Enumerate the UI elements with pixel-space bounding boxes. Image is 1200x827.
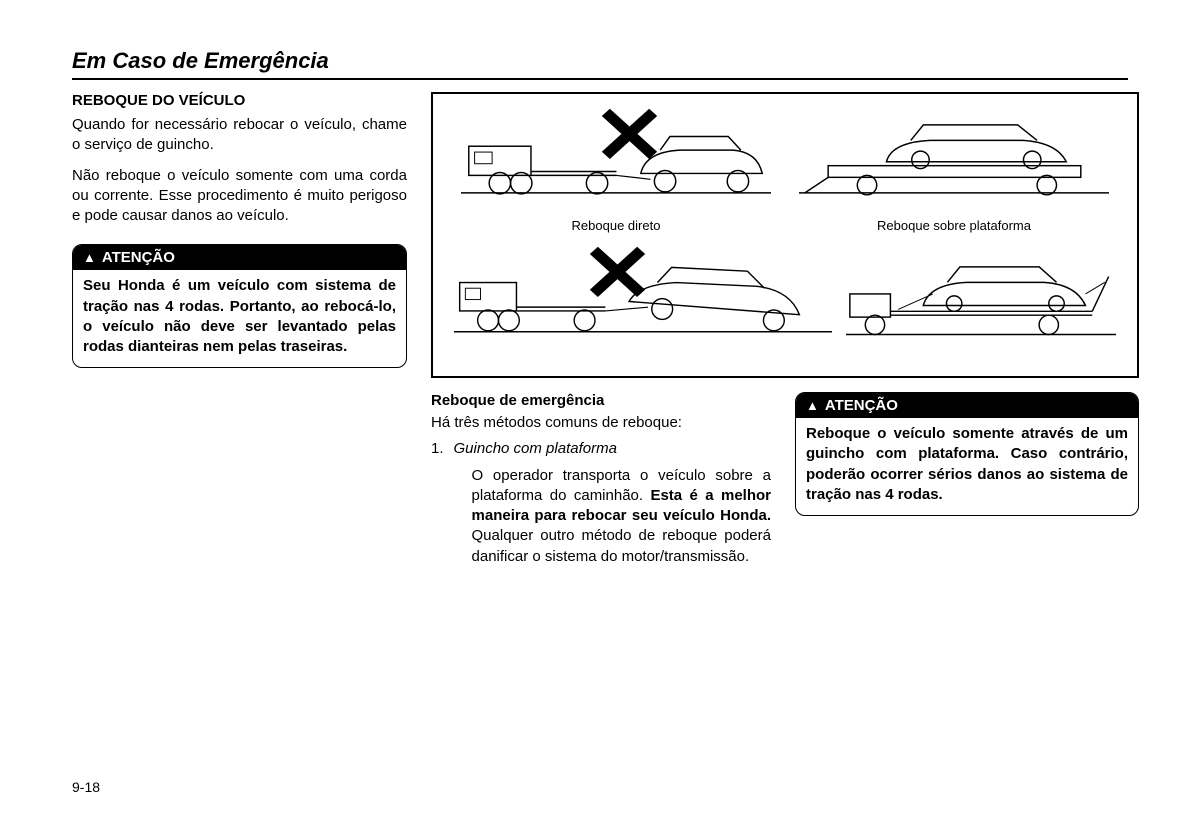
towing-figure: ✕ bbox=[431, 92, 1139, 378]
tow-direct-illustration: ✕ bbox=[461, 102, 772, 212]
left-p2: Não reboque o veículo somente com uma co… bbox=[72, 166, 407, 227]
list-body: Guincho com plataforma O operador transp… bbox=[454, 439, 771, 567]
figure-row-2: ✕ bbox=[447, 235, 1123, 353]
warning-triangle-icon: ▲ bbox=[806, 399, 819, 412]
right-column: ▲ ATENÇÃO Reboque o veículo somente atra… bbox=[795, 392, 1139, 567]
mid-heading: Reboque de emergência bbox=[431, 392, 771, 409]
warning-header-left: ▲ ATENÇÃO bbox=[73, 245, 406, 270]
list-item-1: 1. Guincho com plataforma O operador tra… bbox=[431, 439, 771, 567]
figure-row-1: ✕ bbox=[447, 102, 1123, 212]
figure-labels: Reboque direto Reboque sobre plataforma bbox=[447, 218, 1123, 233]
page-title: Em Caso de Emergência bbox=[72, 48, 1128, 80]
warning-body-left: Seu Honda é um veículo com sistema de tr… bbox=[73, 270, 406, 367]
left-heading: REBOQUE DO VEÍCULO bbox=[72, 92, 407, 109]
page-number: 9-18 bbox=[72, 779, 100, 795]
tow-platform-truck-illustration bbox=[846, 236, 1116, 353]
list-item-title: Guincho com plataforma bbox=[454, 440, 617, 457]
middle-column: Reboque de emergência Há três métodos co… bbox=[431, 392, 771, 567]
warning-body-right: Reboque o veículo somente através de um … bbox=[796, 418, 1138, 515]
tow-flatbed-illustration bbox=[799, 102, 1110, 212]
list-number: 1. bbox=[431, 439, 444, 567]
warning-box-left: ▲ ATENÇÃO Seu Honda é um veículo com sis… bbox=[72, 244, 407, 368]
warning-title-right: ATENÇÃO bbox=[825, 397, 898, 414]
warning-triangle-icon: ▲ bbox=[83, 251, 96, 264]
mid-intro: Há três métodos comuns de reboque: bbox=[431, 413, 771, 433]
right-stack: ✕ bbox=[431, 92, 1139, 567]
list-text-post: Qualquer outro método de reboque poderá … bbox=[472, 527, 771, 564]
tow-front-lift-illustration: ✕ bbox=[454, 236, 833, 353]
left-column: REBOQUE DO VEÍCULO Quando for necessário… bbox=[72, 92, 407, 567]
content-area: REBOQUE DO VEÍCULO Quando for necessário… bbox=[72, 92, 1128, 567]
warning-header-right: ▲ ATENÇÃO bbox=[796, 393, 1138, 418]
figure-label-left: Reboque direto bbox=[447, 218, 785, 233]
left-p1: Quando for necessário rebocar o veículo,… bbox=[72, 115, 407, 156]
below-figure-columns: Reboque de emergência Há três métodos co… bbox=[431, 392, 1139, 567]
warning-title-left: ATENÇÃO bbox=[102, 249, 175, 266]
list-item-text: O operador transporta o veículo sobre a … bbox=[454, 466, 771, 567]
warning-box-right: ▲ ATENÇÃO Reboque o veículo somente atra… bbox=[795, 392, 1139, 516]
figure-label-right: Reboque sobre plataforma bbox=[785, 218, 1123, 233]
